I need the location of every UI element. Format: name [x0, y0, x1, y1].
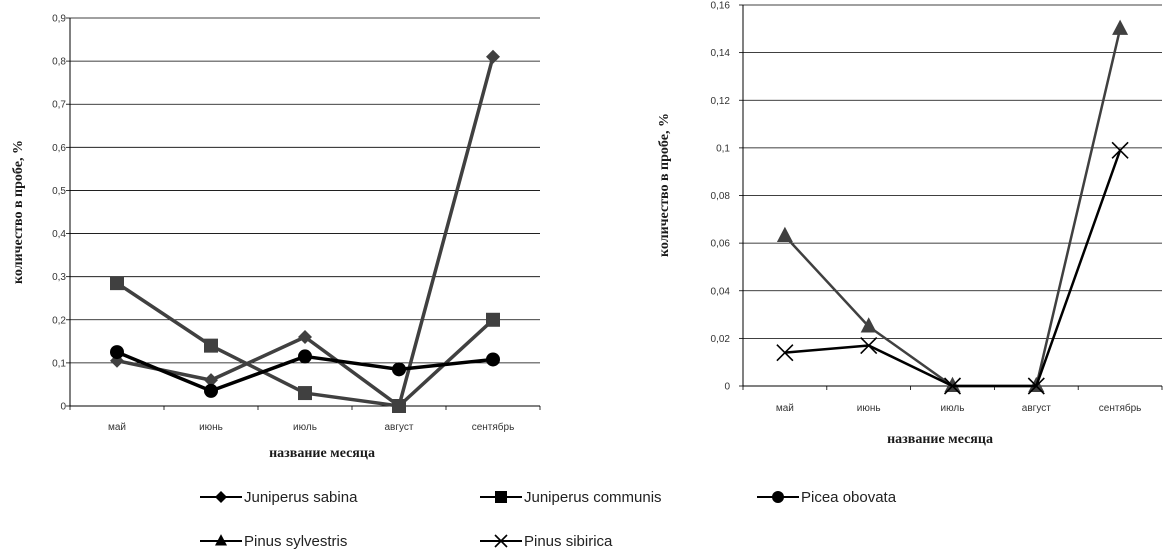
legend-label: Juniperus communis — [524, 489, 662, 506]
x-tick-label: август — [385, 422, 414, 433]
data-point — [860, 317, 877, 333]
data-point — [298, 386, 312, 401]
data-point — [943, 377, 962, 395]
y-tick-label: 0 — [724, 382, 730, 393]
data-point — [486, 312, 500, 327]
data-point — [110, 345, 124, 360]
data-point — [298, 330, 312, 345]
legend-item: Pinus sibirica — [480, 533, 613, 549]
y-tick-label: 0,16 — [711, 1, 731, 12]
x-axis-title-right: название месяца — [887, 432, 993, 447]
legend-item: Picea obovata — [757, 489, 897, 506]
data-point — [776, 344, 794, 362]
series-line — [783, 28, 1122, 388]
legend-marker — [494, 534, 508, 548]
data-point — [204, 373, 218, 388]
legend-label: Pinus sylvestris — [244, 533, 347, 549]
y-tick-label: 0,14 — [711, 48, 731, 59]
x-tick-label: июнь — [857, 403, 881, 414]
legend-item: Pinus sylvestris — [200, 533, 347, 549]
legend-item: Juniperus communis — [480, 489, 662, 506]
y-tick-label: 0,06 — [711, 239, 731, 250]
data-point — [486, 49, 500, 64]
data-point — [204, 383, 218, 398]
x-tick-label: июнь — [199, 422, 223, 433]
y-tick-label: 0,7 — [52, 100, 66, 111]
data-point — [776, 226, 793, 242]
y-tick-label: 0,12 — [711, 96, 731, 107]
y-tick-label: 0,02 — [711, 334, 731, 345]
legend: Juniperus sabina Juniperus communis Picea … — [200, 489, 897, 549]
chart-left: количество в пробе, % название месяца 0 0… — [11, 14, 541, 461]
y-tick-label: 0,3 — [52, 272, 66, 283]
data-point — [392, 399, 406, 413]
y-tick-label: 0,04 — [711, 286, 731, 297]
y-tick-label: 0,1 — [716, 143, 730, 154]
legend-label: Pinus sibirica — [524, 533, 613, 549]
y-axis-title-right: количество в пробе, % — [657, 113, 672, 257]
x-tick-label: май — [776, 403, 794, 414]
x-tick-label: июль — [293, 422, 317, 433]
y-tick-label: 0,1 — [52, 358, 66, 369]
data-point — [1027, 377, 1045, 395]
y-tick-label: 0,2 — [52, 315, 66, 326]
x-axis-title-left: название месяца — [269, 446, 375, 461]
data-point — [392, 362, 406, 377]
x-tick-label: май — [108, 422, 126, 433]
y-tick-label: 0,9 — [52, 14, 66, 25]
x-tick-label: сентябрь — [472, 421, 515, 433]
x-tick-label: август — [1022, 403, 1051, 414]
y-axis-title-left: количество в пробе, % — [11, 140, 26, 284]
data-point — [1111, 141, 1129, 159]
legend-marker — [495, 491, 507, 503]
y-tick-label: 0,4 — [52, 229, 66, 240]
y-tick-label: 0,8 — [52, 57, 66, 68]
data-point — [204, 338, 218, 353]
legend-marker — [772, 491, 784, 503]
legend-label: Juniperus sabina — [244, 489, 358, 506]
x-tick-label: сентябрь — [1099, 402, 1142, 414]
data-point — [486, 352, 500, 367]
y-tick-label: 0,08 — [711, 191, 731, 202]
data-point — [1112, 19, 1129, 35]
y-tick-label: 0,6 — [52, 143, 66, 154]
legend-label: Picea obovata — [801, 489, 897, 506]
y-tick-label: 0,5 — [52, 186, 66, 197]
x-tick-label: июль — [941, 403, 965, 414]
data-point — [298, 349, 312, 364]
y-tick-label: 0 — [60, 402, 66, 413]
data-point — [944, 376, 961, 392]
legend-item: Juniperus sabina — [200, 489, 358, 506]
legend-marker — [215, 491, 227, 503]
data-point — [860, 336, 878, 355]
legend-marker — [215, 534, 227, 546]
data-point — [110, 276, 124, 291]
series-line — [784, 149, 1122, 388]
chart-right: количество в пробе, % название месяца 0 0… — [657, 1, 1163, 447]
